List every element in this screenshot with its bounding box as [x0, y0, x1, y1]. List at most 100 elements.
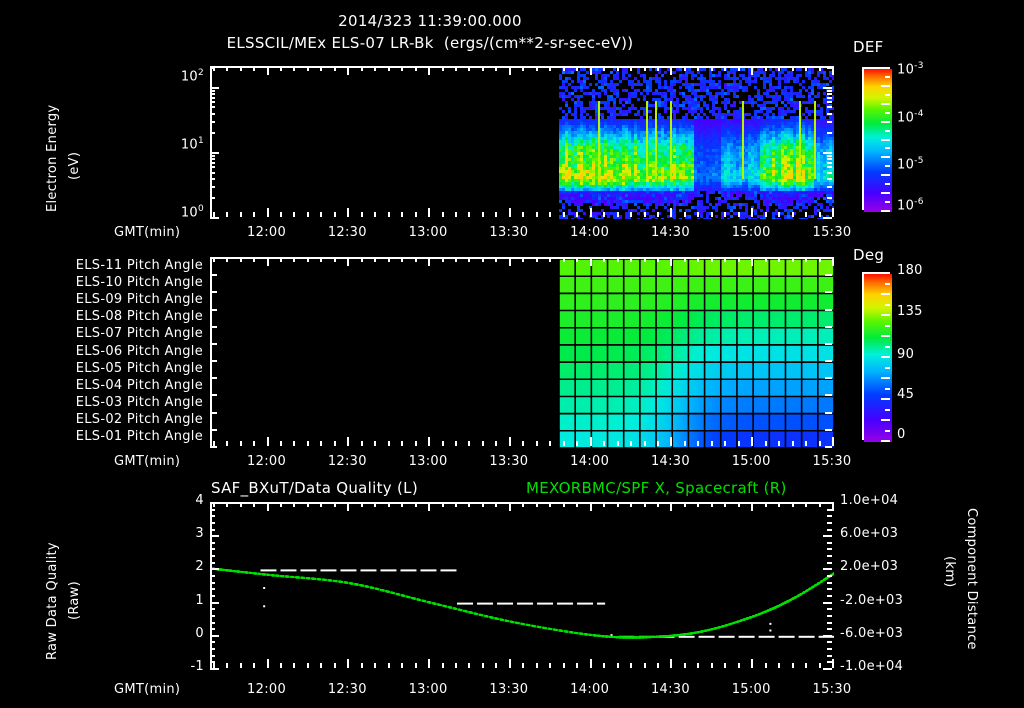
colorbar-tick	[881, 398, 890, 400]
x-tick-1500: 15:00	[731, 682, 771, 697]
axis-tick	[603, 502, 606, 507]
axis-tick	[387, 663, 390, 668]
axis-tick	[495, 663, 498, 668]
quality-left-tick-4: 4	[195, 493, 204, 508]
axis-tick-y	[823, 217, 832, 219]
axis-tick	[778, 66, 781, 71]
axis-tick-y	[210, 555, 215, 558]
axis-tick-y	[827, 661, 832, 664]
axis-tick-y	[210, 308, 217, 311]
axis-tick-y	[210, 106, 215, 109]
axis-tick-y	[210, 96, 215, 99]
axis-tick	[306, 502, 309, 507]
axis-tick-y	[210, 151, 219, 154]
axis-tick	[522, 66, 525, 71]
axis-tick	[212, 502, 215, 507]
colorbar-tick	[881, 67, 890, 69]
axis-tick-y	[210, 561, 215, 564]
colorbar-tick	[885, 201, 890, 204]
axis-tick-y	[825, 308, 832, 311]
axis-tick-y	[210, 360, 217, 363]
colorbar-tick	[885, 366, 890, 369]
axis-tick	[401, 502, 404, 507]
axis-tick	[589, 659, 592, 668]
axis-tick-y	[210, 654, 215, 657]
energy-spectrogram-panel[interactable]	[210, 66, 834, 219]
axis-tick	[280, 502, 282, 507]
axis-tick	[306, 212, 309, 217]
axis-tick	[683, 441, 686, 446]
axis-tick	[306, 663, 309, 668]
colorbar-tick	[885, 147, 890, 150]
axis-tick	[522, 502, 525, 507]
axis-tick	[266, 257, 269, 266]
axis-tick-y	[825, 411, 832, 414]
axis-tick	[818, 257, 821, 262]
axis-tick	[791, 66, 794, 71]
x-tick-1430: 14:30	[650, 682, 690, 697]
axis-tick	[468, 502, 471, 507]
axis-tick	[239, 441, 242, 446]
axis-tick	[374, 441, 377, 446]
data-quality-panel[interactable]	[210, 502, 834, 670]
colorbar-tick	[885, 408, 890, 411]
colorbar-tick	[885, 75, 890, 78]
axis-tick-y	[823, 601, 832, 604]
axis-tick	[212, 663, 215, 668]
axis-tick	[414, 502, 417, 507]
axis-tick	[549, 441, 552, 446]
colorbar-tick	[885, 165, 890, 168]
axis-tick	[603, 66, 606, 71]
quality-right-tick-5: -1.0e+04	[840, 659, 904, 674]
x-tick-1200: 12:00	[247, 682, 287, 697]
axis-tick	[603, 212, 606, 217]
axis-tick	[428, 208, 431, 217]
axis-tick-y	[827, 154, 832, 157]
axis-tick-y	[210, 171, 215, 174]
energy-spectrogram-image	[212, 68, 834, 219]
pitch-row-label-11: ELS-11 Pitch Angle	[75, 257, 203, 273]
axis-tick-y	[825, 360, 832, 363]
axis-tick	[441, 257, 444, 262]
axis-tick	[239, 502, 242, 507]
axis-tick	[603, 441, 606, 446]
axis-tick	[643, 441, 646, 446]
colorbar-tick	[885, 129, 890, 132]
axis-tick	[535, 441, 538, 446]
colorbar-tick	[881, 356, 890, 358]
axis-tick	[683, 257, 686, 262]
axis-tick	[670, 659, 673, 668]
axis-tick	[683, 663, 686, 668]
axis-tick	[333, 66, 336, 71]
axis-tick-y	[827, 555, 832, 558]
axis-tick-y	[827, 89, 832, 92]
axis-tick	[280, 257, 282, 262]
axis-tick	[347, 66, 350, 75]
axis-tick	[832, 257, 834, 266]
axis-tick	[253, 66, 256, 71]
colorbar-tick	[881, 210, 890, 212]
axis-tick	[360, 66, 363, 71]
axis-tick	[401, 257, 404, 262]
axis-tick-y	[825, 342, 832, 345]
pitch-angle-panel[interactable]	[210, 257, 834, 448]
axis-tick	[630, 66, 633, 71]
axis-tick	[428, 502, 431, 511]
colorbar-tick	[881, 120, 890, 123]
axis-tick	[495, 441, 498, 446]
axis-tick	[737, 441, 740, 446]
axis-tick-y	[827, 177, 832, 180]
axis-tick	[320, 257, 323, 262]
deg-colorbar-gradient	[864, 274, 892, 442]
axis-tick	[656, 66, 659, 71]
axis-tick	[576, 257, 579, 262]
colorbar-tick	[885, 345, 890, 348]
axis-tick-y	[827, 166, 832, 169]
axis-tick	[549, 502, 552, 507]
quality-right-tick-4: -6.0e+03	[840, 625, 904, 641]
x-tick-1330: 13:30	[489, 454, 529, 469]
axis-tick-y	[210, 594, 215, 597]
axis-tick-y	[827, 528, 832, 531]
axis-tick	[643, 257, 646, 262]
